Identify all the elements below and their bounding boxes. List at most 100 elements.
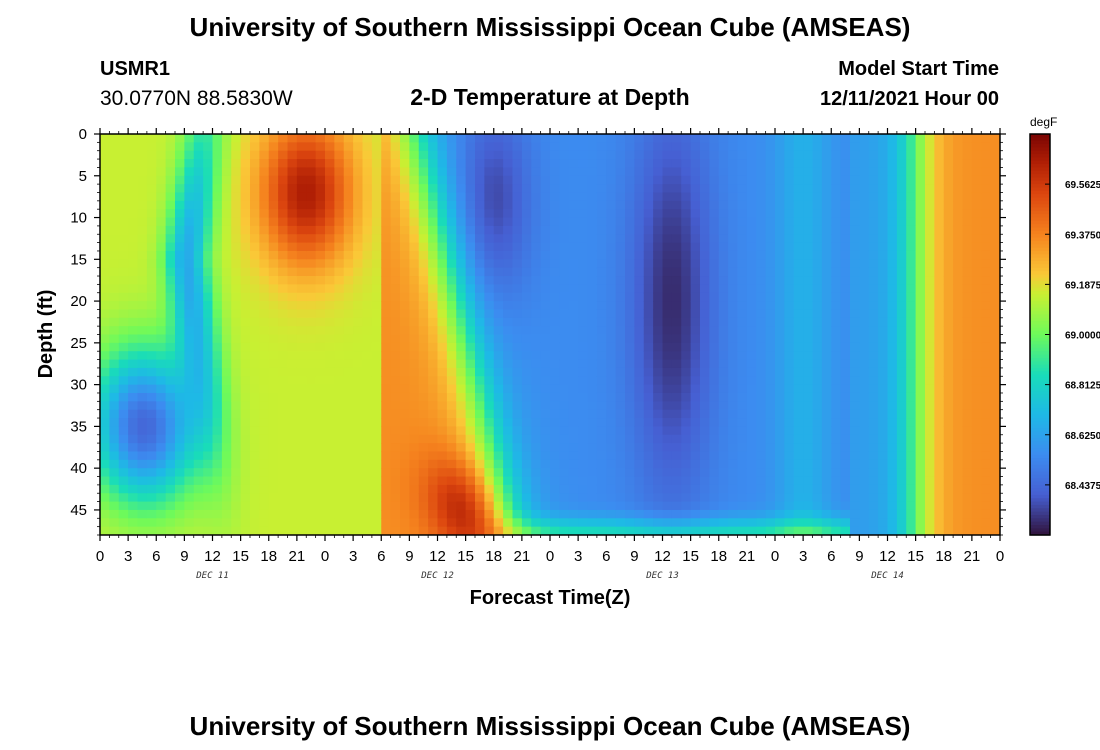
heatmap-cell [221,242,232,252]
heatmap-cell [953,284,964,294]
heatmap-cell [990,359,1000,369]
heatmap-cell [137,326,148,336]
heatmap-cell [184,518,195,528]
heatmap-cell [165,192,176,202]
heatmap-cell [118,267,129,277]
heatmap-cell [878,142,889,152]
heatmap-cell [306,526,317,535]
heatmap-cell [568,267,579,277]
heatmap-cell [550,175,560,185]
heatmap-cell [803,493,814,503]
heatmap-cell [775,234,785,244]
heatmap-cell [446,526,457,535]
heatmap-cell [606,301,617,311]
heatmap-cell [259,351,270,361]
heatmap-cell [850,367,860,377]
heatmap-cell [709,292,720,302]
heatmap-cell [484,301,495,311]
heatmap-cell [503,167,514,177]
heatmap-cell [643,509,654,519]
heatmap-cell [953,175,964,185]
heatmap-cell [934,392,945,402]
heatmap-cell [859,493,870,503]
heatmap-cell [878,451,889,461]
heatmap-cell [578,192,589,202]
heatmap-cell [353,493,364,503]
heatmap-cell [493,392,504,402]
heatmap-cell [287,309,298,319]
heatmap-cell [550,284,560,294]
heatmap-cell [793,451,804,461]
heatmap-cell [212,426,223,436]
heatmap-cell [831,484,842,494]
heatmap-cell [775,409,785,419]
heatmap-cell [559,468,570,478]
heatmap-cell [915,334,926,344]
heatmap-cell [475,409,485,419]
heatmap-cell [456,242,467,252]
heatmap-cell [250,309,260,319]
heatmap-cell [381,150,392,160]
heatmap-cell [662,259,673,269]
heatmap-cell [596,493,607,503]
heatmap-cell [700,301,710,311]
heatmap-cell [128,367,139,377]
heatmap-cell [437,392,448,402]
heatmap-cell [456,501,467,511]
heatmap-cell [981,276,992,285]
heatmap-cell [268,418,279,427]
heatmap-cell [203,175,214,185]
heatmap-cell [850,484,860,494]
heatmap-cell [343,284,354,294]
heatmap-cell [390,451,401,461]
heatmap-cell [118,200,129,210]
heatmap-cell [109,493,120,503]
heatmap-cell [868,468,879,478]
heatmap-cell [418,242,429,252]
heatmap-cell [681,501,692,511]
heatmap-cell [831,234,842,244]
heatmap-cell [840,326,851,336]
heatmap-cell [381,451,392,461]
heatmap-cell [137,518,148,528]
heatmap-cell [540,443,551,453]
heatmap-cell [943,518,954,528]
heatmap-cell [503,317,514,327]
heatmap-cell [100,351,110,361]
heatmap-cell [409,409,420,419]
heatmap-cell [568,509,579,519]
heatmap-cell [653,184,664,194]
heatmap [100,134,1000,535]
heatmap-cell [381,284,392,294]
heatmap-cell [512,317,523,327]
heatmap-cell [915,359,926,369]
heatmap-cell [990,334,1000,344]
x-tick-label: 6 [602,548,610,565]
heatmap-cell [156,476,167,486]
heatmap-cell [981,142,992,152]
heatmap-cell [540,493,551,503]
heatmap-cell [456,459,467,469]
heatmap-cell [878,267,889,277]
heatmap-cell [100,501,110,511]
x-tick-label: 0 [546,548,554,565]
heatmap-cell [100,401,110,411]
heatmap-cell [521,301,532,311]
heatmap-cell [709,284,720,294]
heatmap-cell [418,401,429,411]
heatmap-cell [156,159,167,169]
heatmap-cell [221,501,232,511]
heatmap-cell [362,392,373,402]
heatmap-cell [240,167,251,177]
heatmap-cell [915,225,926,235]
heatmap-cell [475,367,485,377]
heatmap-cell [850,175,860,185]
heatmap-cell [240,217,251,227]
heatmap-cell [718,501,729,511]
heatmap-cell [821,292,832,302]
heatmap-cell [521,493,532,503]
heatmap-cell [484,401,495,411]
heatmap-cell [831,418,842,427]
heatmap-cell [240,367,251,377]
heatmap-cell [962,384,973,394]
